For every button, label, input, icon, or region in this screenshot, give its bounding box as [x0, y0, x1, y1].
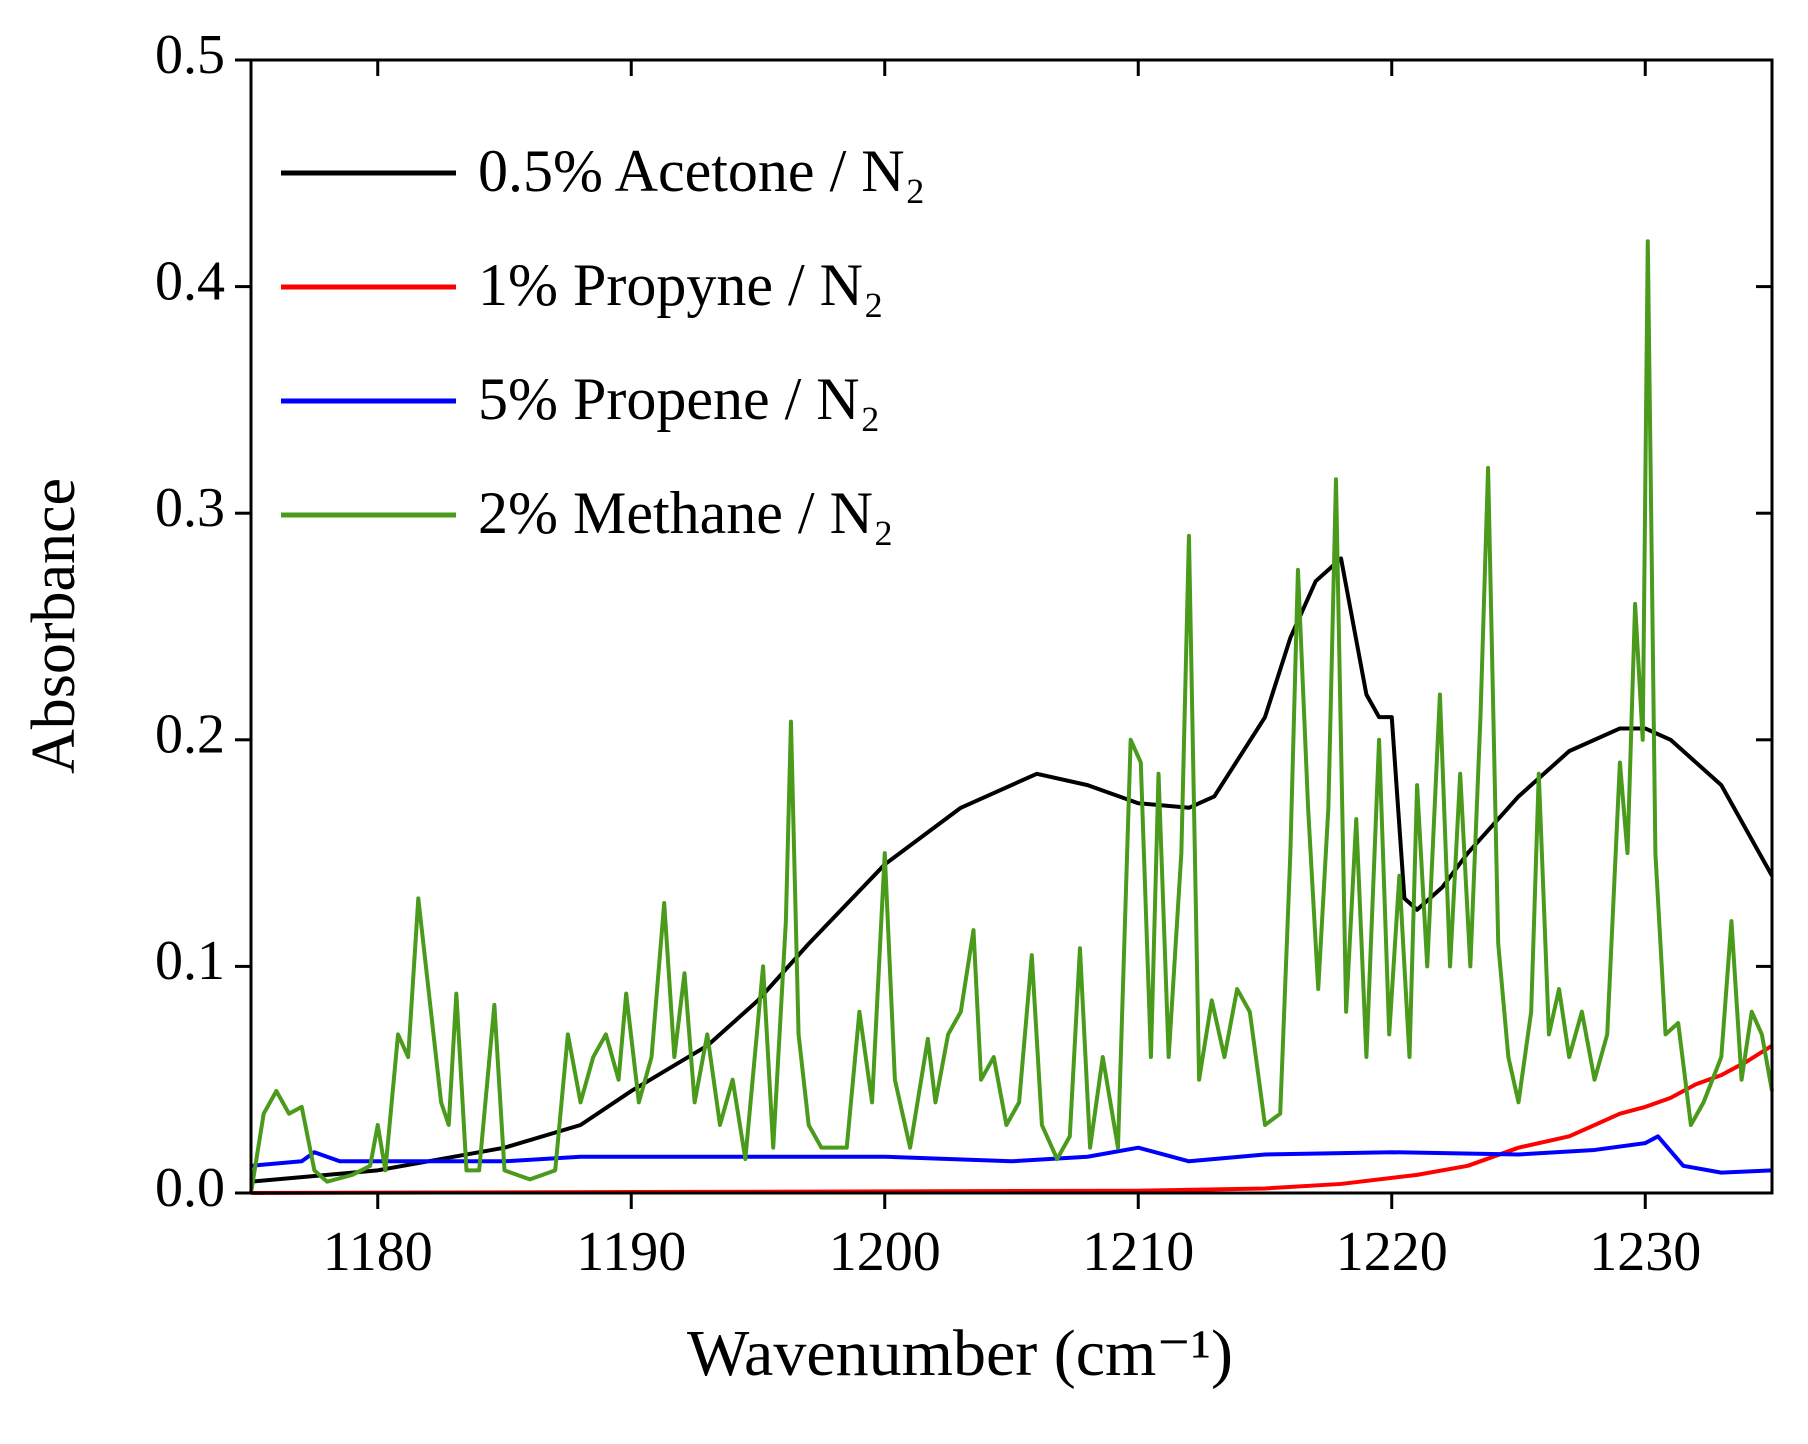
x-tick-label: 1180 — [323, 1221, 433, 1283]
y-axis-label: Absorbance — [20, 478, 88, 774]
x-axis-label: Wavenumber (cm⁻¹) — [687, 1317, 1233, 1390]
y-tick-label: 0.5 — [155, 24, 225, 86]
legend-label: 0.5% Acetone / N₂ — [478, 138, 925, 204]
legend-label: 2% Methane / N₂ — [478, 480, 894, 546]
y-tick-label: 0.2 — [155, 704, 225, 766]
legend-label: 5% Propene / N₂ — [478, 366, 881, 432]
series-line — [250, 1134, 1773, 1175]
series-line — [249, 239, 1774, 1194]
series-line — [250, 556, 1774, 1184]
y-tick-label: 0.1 — [155, 930, 225, 992]
x-tick-label: 1220 — [1336, 1221, 1448, 1283]
x-tick-label: 1200 — [829, 1221, 941, 1283]
y-tick-label: 0.0 — [155, 1157, 225, 1219]
legend-label: 1% Propyne / N₂ — [478, 252, 884, 318]
x-tick-label: 1230 — [1589, 1221, 1701, 1283]
plot-frame — [249, 58, 1774, 1195]
y-tick-label: 0.3 — [155, 477, 225, 539]
series-line — [250, 1044, 1774, 1195]
y-tick-label: 0.4 — [155, 250, 225, 312]
x-tick-label: 1190 — [576, 1221, 686, 1283]
x-tick-label: 1210 — [1082, 1221, 1194, 1283]
